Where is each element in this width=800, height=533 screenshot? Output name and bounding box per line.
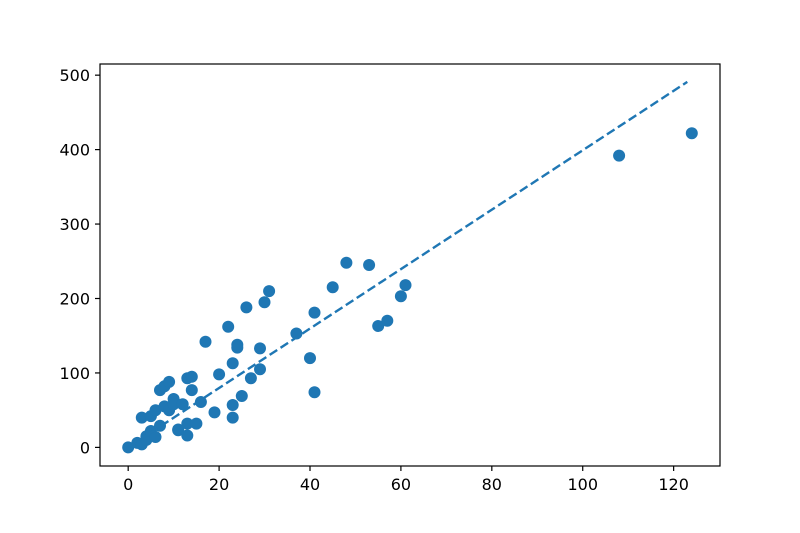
y-tick-label: 200 xyxy=(59,290,90,309)
data-point xyxy=(194,396,207,408)
data-point xyxy=(185,370,198,383)
data-point xyxy=(167,398,180,411)
data-point xyxy=(399,279,412,292)
data-point xyxy=(163,375,176,388)
data-point xyxy=(685,127,698,140)
data-point xyxy=(254,363,266,376)
data-point xyxy=(226,357,239,370)
data-point xyxy=(308,386,321,399)
data-point xyxy=(231,341,244,354)
data-point xyxy=(326,281,339,294)
x-tick-label: 80 xyxy=(482,475,502,494)
data-point xyxy=(613,149,626,162)
data-point xyxy=(235,390,248,402)
data-point xyxy=(181,429,194,442)
x-tick-label: 100 xyxy=(567,475,598,494)
data-point xyxy=(226,411,239,424)
x-tick-label: 60 xyxy=(391,475,411,494)
data-point xyxy=(340,256,353,269)
data-point xyxy=(226,399,239,411)
y-tick-label: 0 xyxy=(80,438,90,457)
data-point xyxy=(244,372,257,385)
trend-line xyxy=(127,80,688,449)
axes: 0 20 40 60 80 100 120 0 100 200 300 400 500 xyxy=(59,63,721,494)
x-tick-label: 20 xyxy=(209,475,229,494)
data-point xyxy=(258,296,271,309)
data-point xyxy=(372,320,385,332)
data-point xyxy=(263,285,276,298)
data-point xyxy=(394,290,407,303)
y-tick-label: 400 xyxy=(59,141,90,160)
data-point xyxy=(176,398,189,411)
plot-frame xyxy=(99,63,721,467)
x-tick-label: 0 xyxy=(123,475,133,494)
y-tick-label: 100 xyxy=(59,364,90,383)
y-tick-label: 500 xyxy=(59,66,90,85)
data-point xyxy=(363,259,376,271)
data-point xyxy=(308,306,321,319)
data-point xyxy=(213,368,226,381)
data-point xyxy=(304,352,316,365)
data-point xyxy=(208,406,221,419)
data-point xyxy=(254,342,266,355)
data-point xyxy=(190,417,203,430)
data-point xyxy=(185,384,198,397)
plot-content xyxy=(122,80,698,454)
data-point xyxy=(199,335,212,348)
data-point xyxy=(222,320,235,333)
data-point xyxy=(149,431,162,443)
x-tick-label: 120 xyxy=(658,475,689,494)
data-point xyxy=(149,404,162,417)
data-point xyxy=(381,314,394,327)
data-point xyxy=(135,411,148,424)
y-tick-label: 300 xyxy=(59,215,90,234)
data-point xyxy=(181,417,194,430)
data-point xyxy=(172,423,185,436)
data-point xyxy=(240,301,253,314)
x-tick-label: 40 xyxy=(300,475,320,494)
